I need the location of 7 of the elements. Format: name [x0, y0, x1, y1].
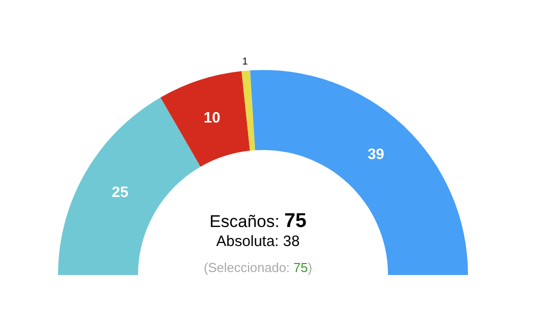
data-label: 1 — [242, 56, 248, 68]
text: Escaños: 75 — [208, 210, 308, 232]
data-label: 10 — [204, 110, 220, 127]
data-label: 25 — [112, 184, 128, 201]
text: Absoluta: 38 — [215, 232, 301, 252]
text: (Seleccionado: 75) — [202, 259, 314, 277]
data-label: 39 — [368, 146, 384, 164]
